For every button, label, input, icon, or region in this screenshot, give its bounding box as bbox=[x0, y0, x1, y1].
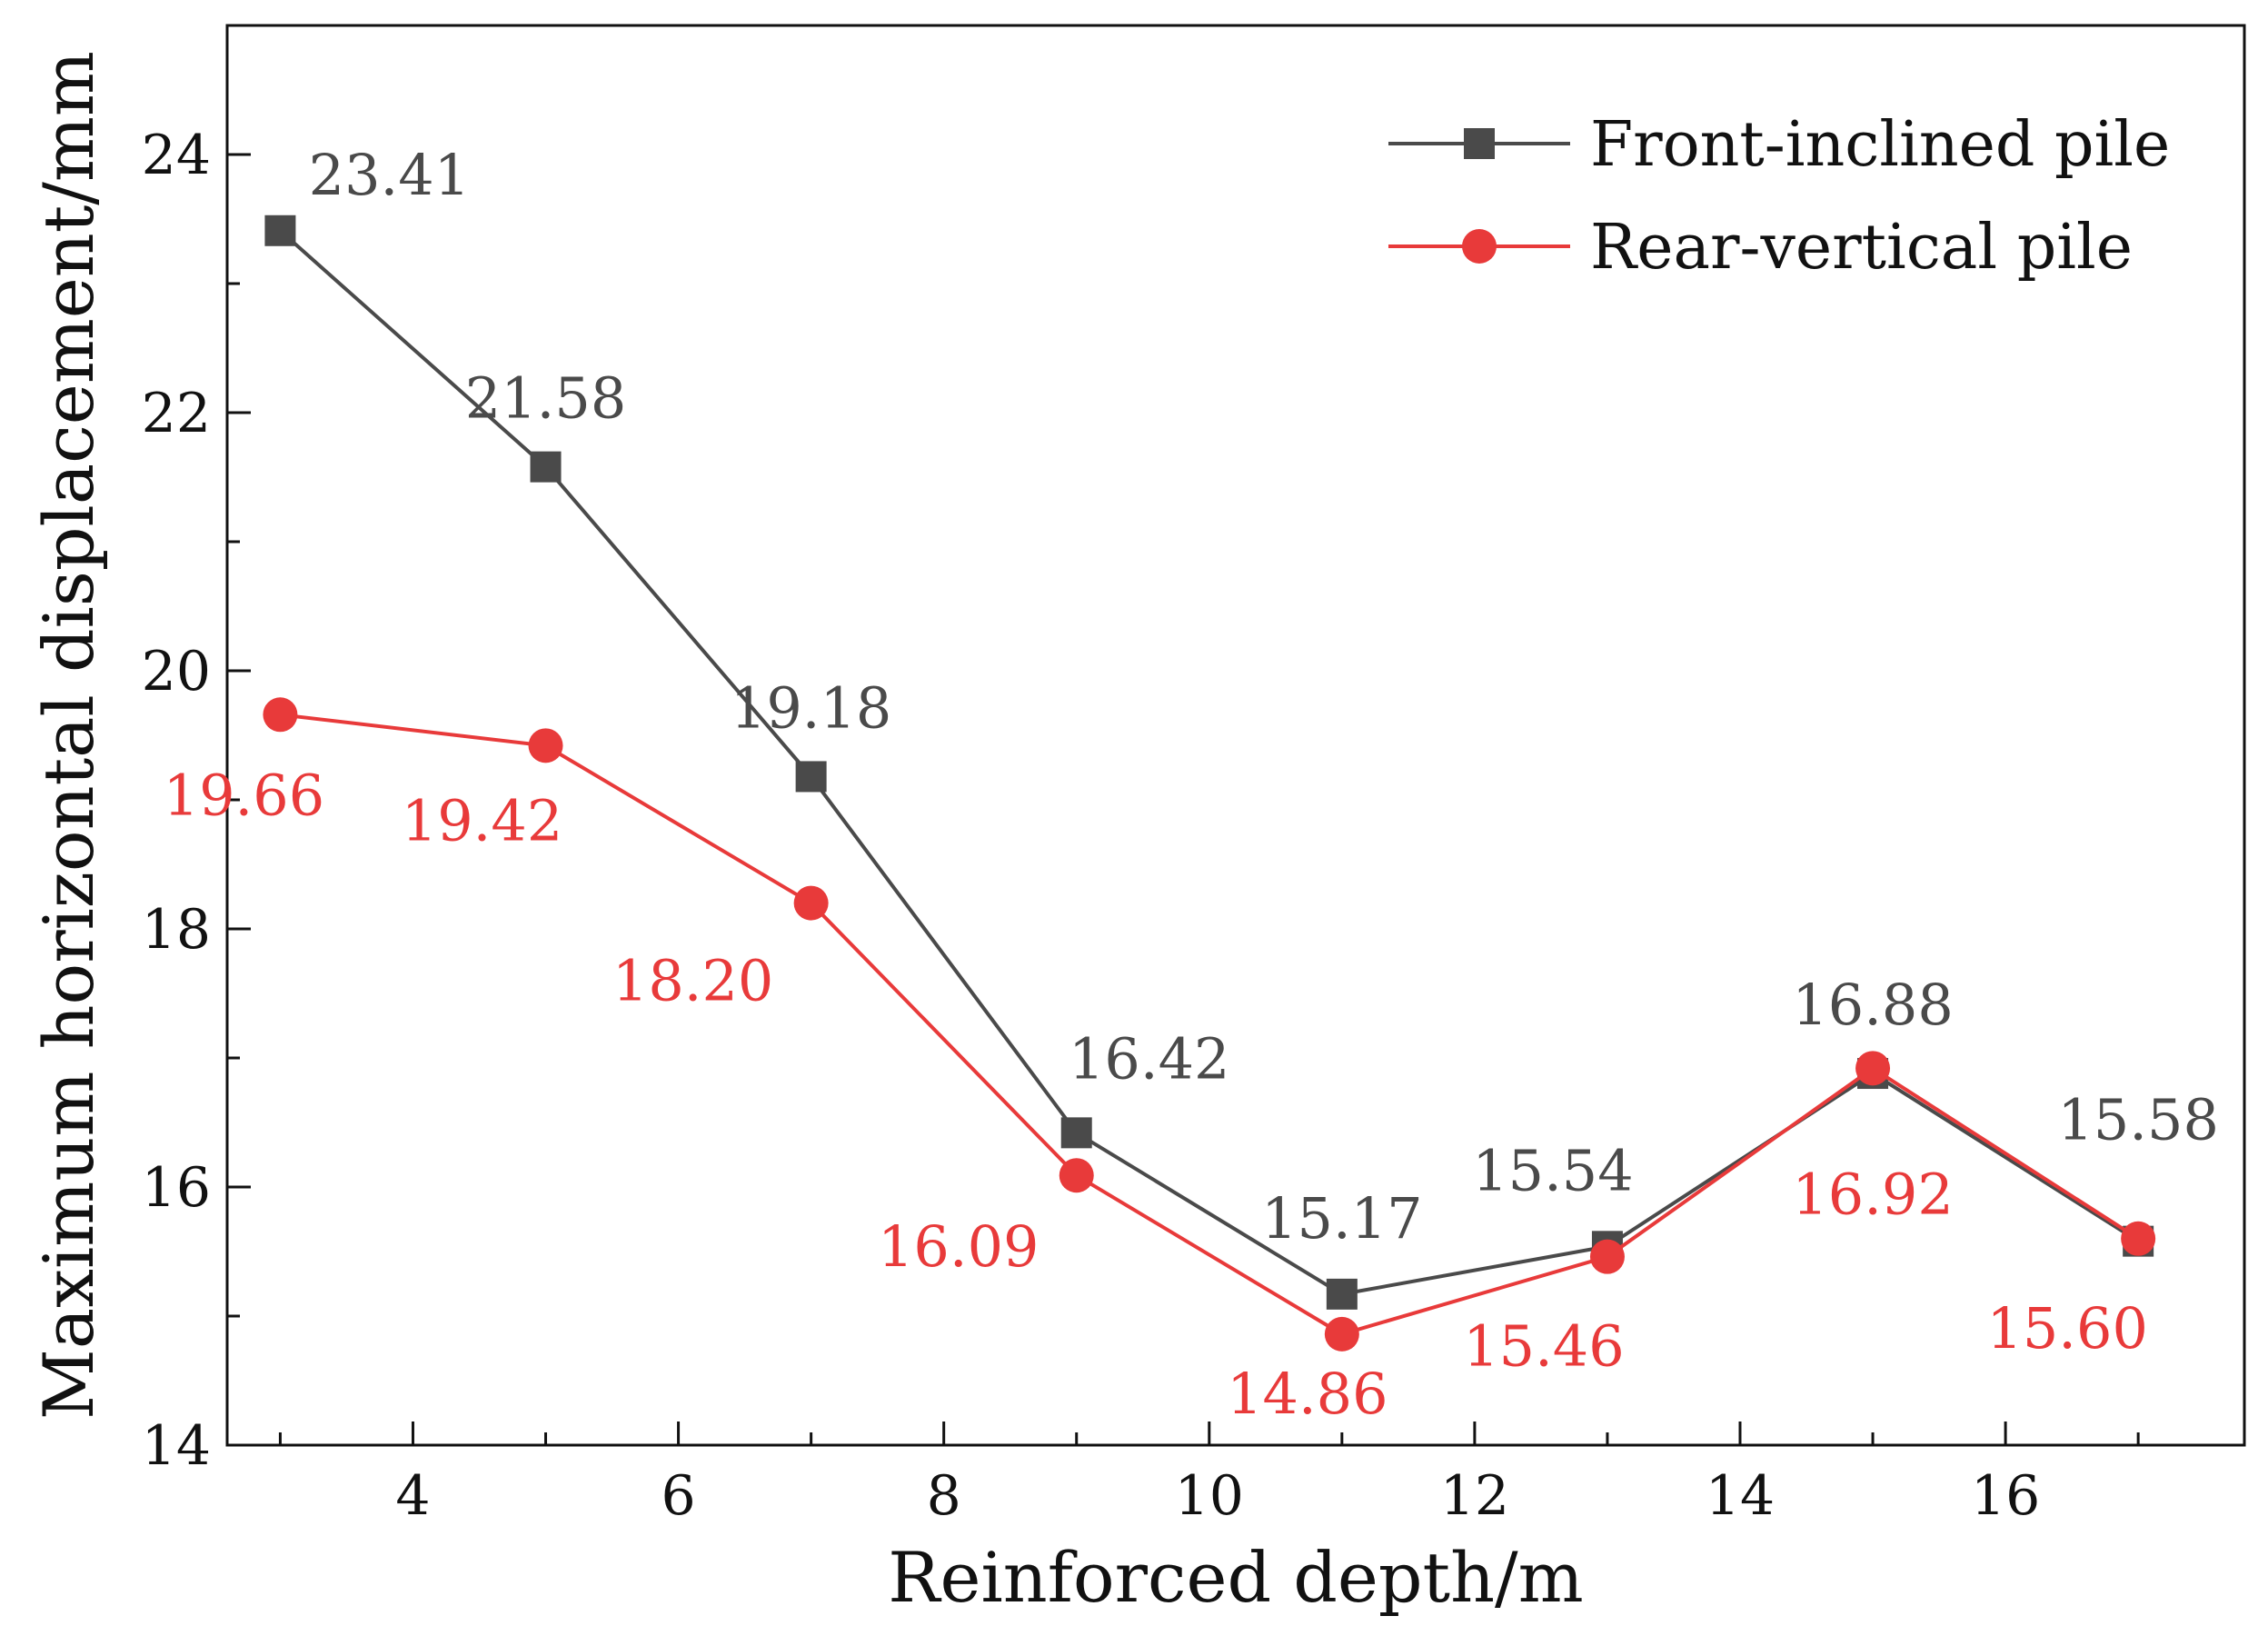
data-label: 16.92 bbox=[1792, 1161, 1954, 1227]
x-tick-label: 16 bbox=[1971, 1464, 2040, 1528]
x-tick-label: 4 bbox=[395, 1464, 430, 1528]
data-point-square bbox=[264, 214, 296, 246]
data-point-circle bbox=[2121, 1221, 2156, 1256]
series-line bbox=[279, 229, 2140, 1297]
x-axis-title: Reinforced depth/m bbox=[888, 1537, 1583, 1618]
y-axis-title: Maximum horizontal displacement/mm bbox=[28, 51, 109, 1420]
data-label: 14.86 bbox=[1227, 1361, 1388, 1427]
data-point-square bbox=[1326, 1278, 1358, 1310]
data-point-circle bbox=[1589, 1239, 1625, 1274]
x-tick-label: 14 bbox=[1706, 1464, 1775, 1528]
data-label: 19.66 bbox=[164, 762, 325, 828]
series-line bbox=[280, 713, 2140, 1337]
data-labels: 23.41 21.58 19.18 16.42 15.17 15.54 16.88 15.58… bbox=[164, 142, 2219, 1427]
y-tick-label: 20 bbox=[142, 640, 211, 703]
data-point-square bbox=[530, 451, 562, 483]
y-tick-label: 16 bbox=[142, 1156, 211, 1220]
y-tick-label: 14 bbox=[142, 1414, 211, 1478]
y-axis: 14 16 18 20 22 24 bbox=[142, 124, 251, 1478]
y-tick-label: 24 bbox=[142, 124, 211, 187]
x-tick-label: 10 bbox=[1175, 1464, 1244, 1528]
data-label: 19.18 bbox=[731, 674, 892, 741]
legend-marker-circle bbox=[1462, 229, 1497, 264]
x-tick-label: 8 bbox=[927, 1464, 961, 1528]
x-axis: 4 6 8 10 12 14 16 bbox=[278, 1422, 2140, 1528]
y-tick-label: 18 bbox=[142, 898, 211, 962]
y-tick-label: 22 bbox=[142, 382, 211, 445]
data-point-circle bbox=[528, 728, 563, 763]
data-point-circle bbox=[1855, 1051, 1891, 1086]
legend-label-rear-vertical: Rear-vertical pile bbox=[1590, 212, 2133, 284]
data-label: 23.41 bbox=[309, 142, 471, 208]
data-label: 16.42 bbox=[1069, 1025, 1230, 1092]
data-label: 16.88 bbox=[1792, 972, 1954, 1038]
x-tick-label: 12 bbox=[1440, 1464, 1509, 1528]
legend-marker-square bbox=[1464, 128, 1495, 159]
data-point-circle bbox=[1059, 1158, 1094, 1193]
data-point-circle bbox=[793, 885, 829, 921]
legend-label-front-inclined: Front-inclined pile bbox=[1590, 109, 2170, 181]
data-point-square bbox=[795, 761, 827, 793]
x-tick-label: 6 bbox=[661, 1464, 695, 1528]
data-label: 15.54 bbox=[1472, 1137, 1634, 1203]
plot-frame bbox=[225, 24, 2246, 1447]
data-label: 21.58 bbox=[465, 365, 627, 432]
data-point-circle bbox=[263, 697, 298, 733]
legend: Front-inclined pile Rear-vertical pile bbox=[1388, 109, 2170, 284]
data-label: 15.17 bbox=[1261, 1185, 1423, 1252]
data-point-square bbox=[1060, 1117, 1092, 1149]
data-label: 15.58 bbox=[2057, 1087, 2219, 1153]
data-point-circle bbox=[1324, 1316, 1359, 1352]
data-label: 15.60 bbox=[1986, 1295, 2148, 1362]
data-label: 15.46 bbox=[1463, 1313, 1625, 1380]
series-layer bbox=[263, 214, 2156, 1352]
data-label: 16.09 bbox=[878, 1213, 1040, 1280]
data-label: 18.20 bbox=[612, 948, 774, 1014]
data-label: 19.42 bbox=[402, 787, 563, 853]
